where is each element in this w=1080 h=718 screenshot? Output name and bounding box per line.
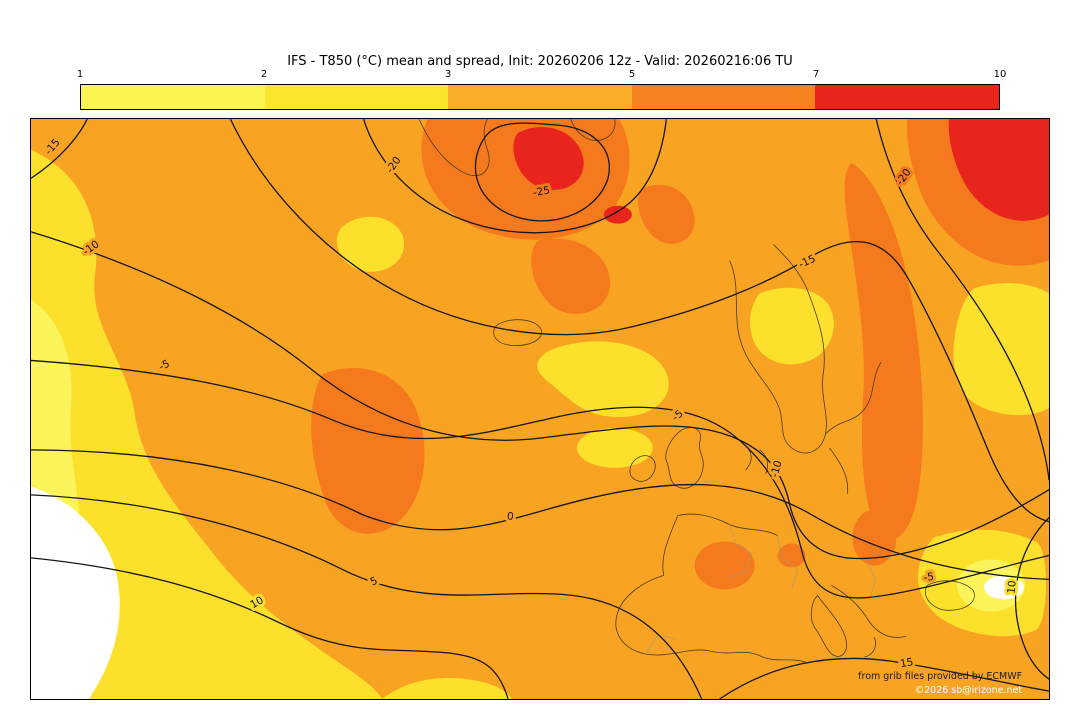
- colorbar-tick-label: 7: [812, 69, 820, 80]
- colorbar-tick-label: 5: [628, 69, 636, 80]
- contour-label: 15: [899, 656, 914, 670]
- spread-white-layer: [31, 486, 1025, 699]
- contour-label: -5: [923, 571, 935, 584]
- contour-label: 10: [1006, 580, 1019, 594]
- weather-map: -25 -20 -20 -15 -15 -10 -10 -5 -5 -5 0 5…: [30, 118, 1050, 700]
- colorbar-tick-label: 2: [260, 69, 268, 80]
- colorbar-tick-label: 10: [993, 69, 1007, 80]
- spread-extreme-layer: [513, 119, 1049, 224]
- credit-copyright: ©2026 sb@irizone.net: [915, 685, 1023, 696]
- colorbar-segment: [815, 85, 999, 109]
- coastline-layer: [418, 119, 975, 663]
- credit-source: from grib files provided by ECMWF: [858, 671, 1022, 682]
- contour-label: 0: [506, 510, 514, 523]
- colorbar-tick-label: 1: [76, 69, 84, 80]
- t850-spread-map: -25 -20 -20 -15 -15 -10 -10 -5 -5 -5 0 5…: [31, 119, 1049, 699]
- contour-layer: [31, 119, 1049, 699]
- spread-low-layer: [31, 149, 1049, 699]
- colorbar-segment: [631, 85, 816, 109]
- colorbar-tick-label: 3: [444, 69, 452, 80]
- chart-title: IFS - T850 (°C) mean and spread, Init: 2…: [287, 54, 793, 69]
- colorbar-segment: [81, 85, 265, 109]
- colorbar: [80, 84, 1000, 110]
- colorbar-segment: [448, 85, 632, 109]
- colorbar-tick-row: 1 2 3 5 7 10: [76, 69, 1007, 82]
- colorbar-segment: [264, 85, 449, 109]
